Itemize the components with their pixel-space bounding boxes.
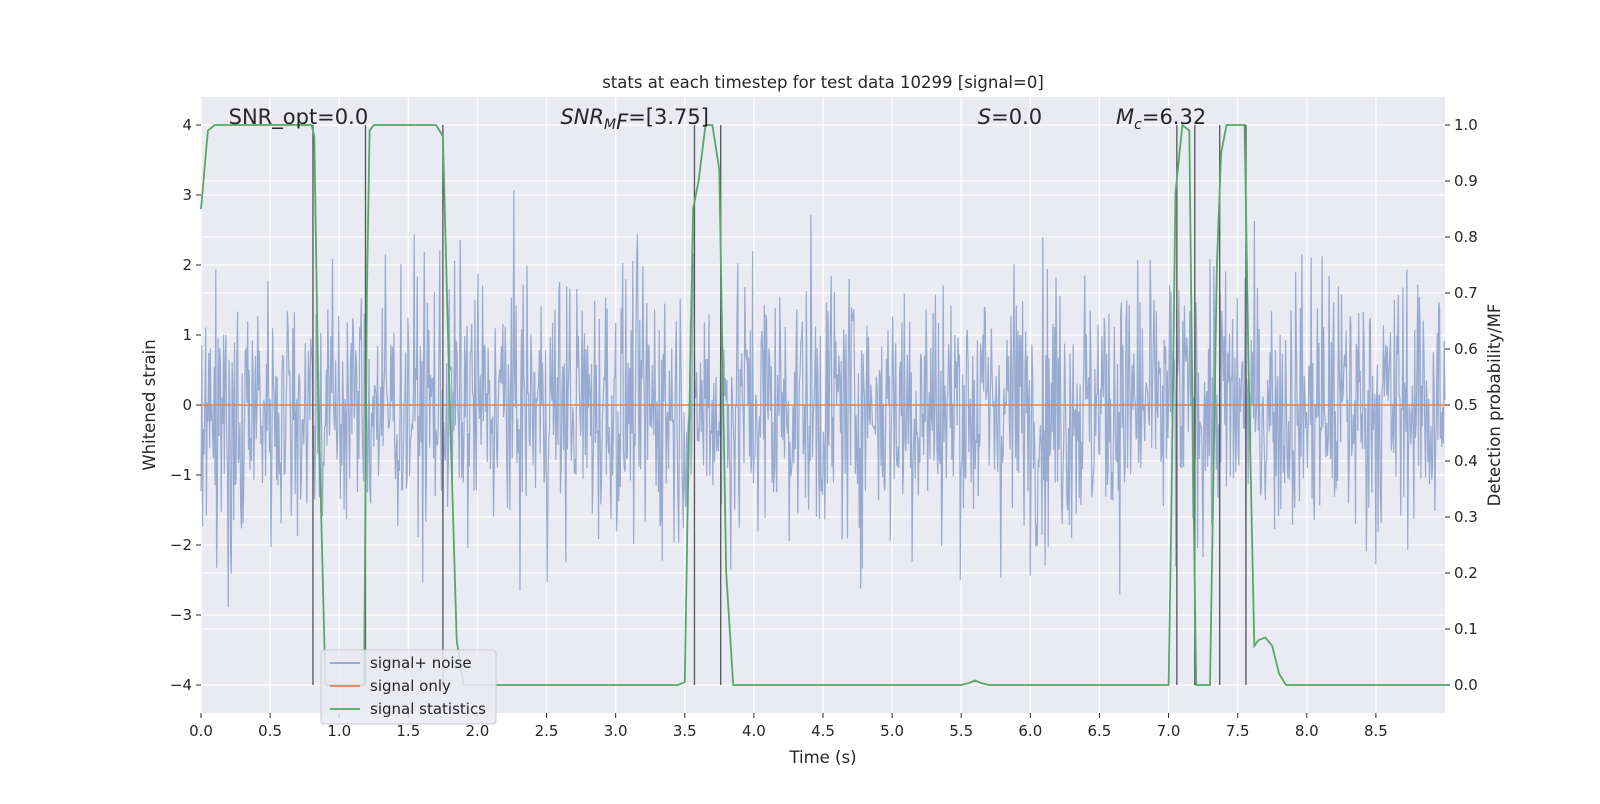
y-axis-left: 4 3 2 1 0 −1 −2 −3 −4 xyxy=(170,116,201,694)
x-tick-label: 3.0 xyxy=(604,722,628,740)
x-tick-label: 2.0 xyxy=(466,722,490,740)
y-tick-label: −4 xyxy=(170,676,192,694)
annotation-snr_mf: SNRMF=[3.75] xyxy=(560,105,709,134)
x-tick-label: 5.5 xyxy=(949,722,973,740)
y2-tick-label: 0.9 xyxy=(1454,172,1478,190)
y2-tick-label: 0.0 xyxy=(1454,676,1478,694)
x-tick-label: 7.0 xyxy=(1157,722,1181,740)
y2-tick-label: 0.5 xyxy=(1454,396,1478,414)
legend-label-stats: signal statistics xyxy=(370,700,486,718)
y-tick-label: −3 xyxy=(170,606,192,624)
y2-tick-label: 0.2 xyxy=(1454,564,1478,582)
x-axis: 0.0 0.5 1.0 1.5 2.0 2.5 3.0 3.5 4.0 4.5 5.0 5.5 6.0 6… xyxy=(189,713,1388,740)
y-tick-label: −2 xyxy=(170,536,192,554)
x-axis-label: Time (s) xyxy=(788,748,856,767)
y2-tick-label: 0.6 xyxy=(1454,340,1478,358)
legend: signal+ noise signal only signal statist… xyxy=(320,649,497,725)
y-tick-label: 4 xyxy=(182,116,192,134)
y2-tick-label: 0.8 xyxy=(1454,228,1478,246)
y-axis-label: Whitened strain xyxy=(140,339,159,470)
x-tick-label: 7.5 xyxy=(1226,722,1250,740)
x-tick-label: 0.5 xyxy=(258,722,282,740)
y-tick-label: −1 xyxy=(170,466,192,484)
chart-title: stats at each timestep for test data 102… xyxy=(602,73,1044,92)
series-signal-noise xyxy=(200,190,1446,608)
y2-axis-label: Detection probability/MF xyxy=(1485,304,1504,507)
y2-tick-label: 0.7 xyxy=(1454,284,1478,302)
annotation-snr_opt: SNR_opt=0.0 xyxy=(229,105,369,130)
x-tick-label: 1.0 xyxy=(327,722,351,740)
x-tick-label: 2.5 xyxy=(535,722,559,740)
y-tick-label: 0 xyxy=(182,396,192,414)
y2-tick-label: 0.3 xyxy=(1454,508,1478,526)
y2-tick-label: 1.0 xyxy=(1454,116,1478,134)
y-tick-label: 2 xyxy=(182,256,192,274)
annotation-s: S=0.0 xyxy=(978,105,1042,129)
x-tick-label: 5.0 xyxy=(880,722,904,740)
y2-tick-label: 0.4 xyxy=(1454,452,1478,470)
y-tick-label: 1 xyxy=(182,326,192,344)
y-tick-label: 3 xyxy=(182,186,192,204)
x-tick-label: 3.5 xyxy=(673,722,697,740)
x-tick-label: 6.5 xyxy=(1088,722,1112,740)
annotation-mc: Mc=6.32 xyxy=(1116,105,1206,133)
y-axis-right: 0.0 0.1 0.2 0.3 0.4 0.5 0.6 0.7 0.8 0.9 1.0 xyxy=(1445,116,1478,694)
legend-label-noise: signal+ noise xyxy=(370,654,472,672)
x-tick-label: 4.5 xyxy=(811,722,835,740)
legend-label-signal: signal only xyxy=(370,677,451,695)
noise-trace xyxy=(200,190,1446,608)
y2-tick-label: 0.1 xyxy=(1454,620,1478,638)
x-tick-label: 4.0 xyxy=(742,722,766,740)
annotations: SNR_opt=0.0 SNRMF=[3.75] S=0.0 Mc=6.32 xyxy=(229,105,1207,134)
x-tick-label: 8.5 xyxy=(1364,722,1388,740)
x-tick-label: 1.5 xyxy=(396,722,420,740)
legend-box xyxy=(320,649,497,725)
x-tick-label: 0.0 xyxy=(189,722,213,740)
x-tick-label: 6.0 xyxy=(1018,722,1042,740)
x-tick-label: 8.0 xyxy=(1295,722,1319,740)
